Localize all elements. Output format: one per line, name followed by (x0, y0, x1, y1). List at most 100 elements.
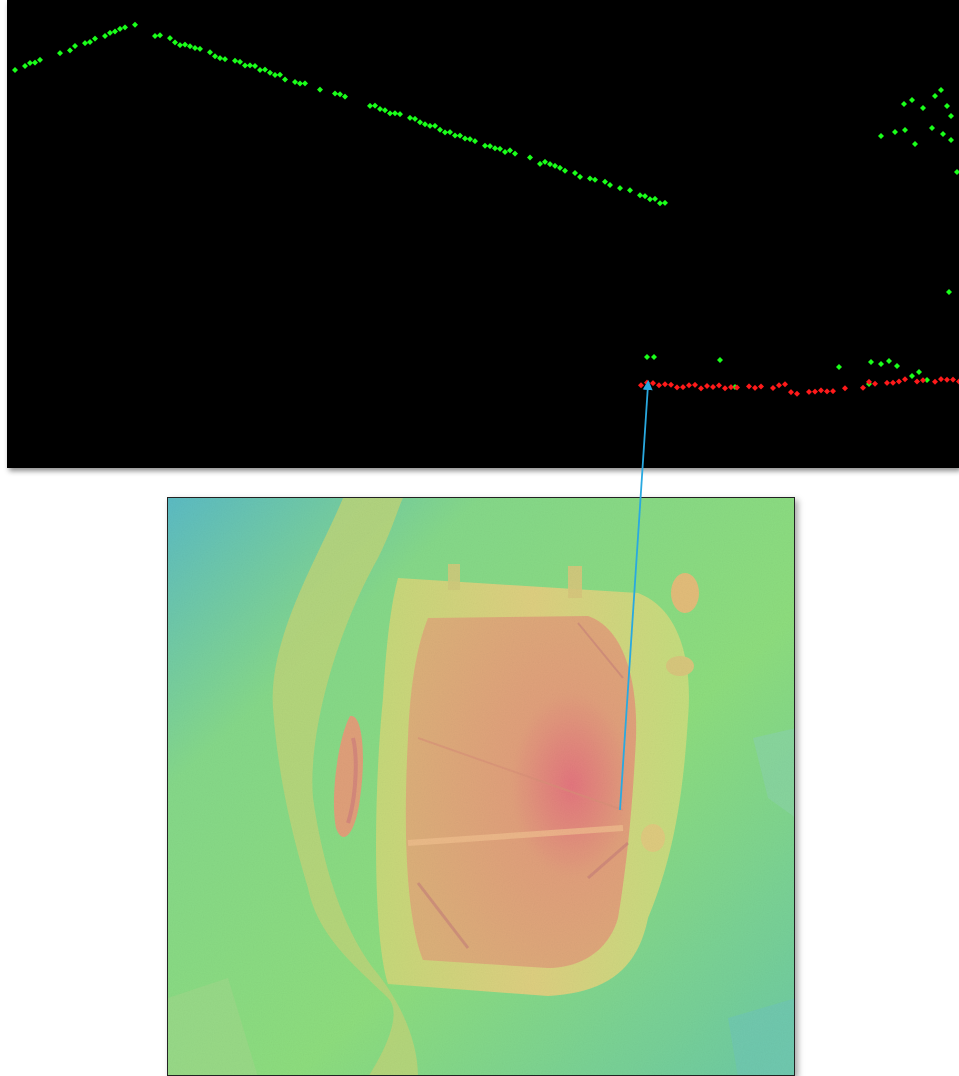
non-ground-point (392, 110, 398, 117)
ground-point (722, 385, 728, 392)
non-ground-point (627, 187, 633, 194)
non-ground-point (57, 50, 63, 57)
non-ground-point (27, 60, 33, 67)
ground-point (896, 378, 902, 385)
non-ground-point (868, 359, 874, 365)
ground-point (746, 383, 752, 390)
non-ground-point (644, 354, 650, 360)
non-ground-point (387, 110, 393, 117)
non-ground-point (901, 101, 907, 107)
non-ground-point (457, 132, 463, 139)
non-ground-point (102, 32, 108, 39)
non-ground-point (916, 369, 922, 375)
non-ground-point (177, 42, 183, 49)
non-ground-point (902, 127, 908, 133)
non-ground-point (924, 377, 930, 383)
non-ground-point (909, 373, 915, 379)
non-ground-point (432, 122, 438, 129)
non-ground-point (417, 119, 423, 126)
ground-point (824, 388, 830, 395)
non-ground-point (452, 132, 458, 139)
ground-point (704, 383, 710, 390)
ground-point (902, 376, 908, 383)
ground-point (842, 385, 848, 392)
non-ground-point (207, 49, 213, 56)
elevation-hillshade-map (168, 498, 794, 1075)
non-ground-point (22, 63, 28, 70)
non-ground-point (447, 129, 453, 136)
lidar-profile-panel (7, 0, 959, 468)
non-ground-point (527, 154, 533, 161)
ground-point (788, 389, 794, 396)
non-ground-point (257, 66, 263, 73)
non-ground-point (878, 133, 884, 139)
non-ground-point (920, 105, 926, 111)
ground-point (830, 388, 836, 395)
non-ground-point (502, 149, 508, 156)
ground-point (686, 382, 692, 389)
point-profile-plot (12, 21, 959, 397)
ground-point (656, 382, 662, 389)
non-ground-point (302, 80, 308, 87)
ground-point (944, 376, 950, 383)
non-ground-point (932, 93, 938, 99)
non-ground-point (422, 121, 428, 128)
ground-point (698, 385, 704, 392)
non-ground-point (467, 136, 473, 143)
ground-point (806, 388, 812, 395)
non-ground-point (886, 358, 892, 364)
ground-point (674, 384, 680, 391)
ground-point (884, 379, 890, 386)
non-ground-point (67, 47, 73, 54)
non-ground-point (657, 200, 663, 207)
non-ground-point (92, 35, 98, 42)
non-ground-point (607, 181, 613, 188)
non-ground-point (602, 178, 608, 185)
non-ground-point (442, 129, 448, 136)
non-ground-point (197, 45, 203, 52)
ground-point (692, 381, 698, 388)
elevation-map-panel (167, 497, 795, 1076)
non-ground-point (892, 129, 898, 135)
ground-point (650, 380, 656, 387)
non-ground-point (297, 80, 303, 87)
non-ground-point (377, 106, 383, 113)
non-ground-point (397, 111, 403, 118)
non-ground-point (152, 33, 158, 40)
ground-point (728, 384, 734, 391)
non-ground-point (112, 28, 118, 35)
non-ground-point (497, 145, 503, 152)
ground-point (872, 380, 878, 387)
ground-point (956, 378, 959, 385)
non-ground-point (237, 58, 243, 65)
non-ground-point (167, 35, 173, 42)
non-ground-point (37, 56, 43, 63)
non-ground-point (562, 167, 568, 174)
non-ground-point (217, 55, 223, 62)
non-ground-point (187, 43, 193, 50)
non-ground-point (462, 135, 468, 142)
non-ground-point (72, 43, 78, 50)
non-ground-point (172, 39, 178, 46)
ground-points (638, 376, 959, 397)
non-ground-point (132, 21, 138, 28)
non-ground-point (472, 138, 478, 145)
non-ground-point (332, 90, 338, 97)
non-ground-point (272, 71, 278, 78)
ground-point (716, 382, 722, 389)
non-ground-point (267, 69, 273, 76)
non-ground-point (87, 39, 93, 46)
non-ground-point (192, 45, 198, 52)
non-ground-point (482, 142, 488, 149)
non-ground-point (232, 57, 238, 64)
ground-point (734, 384, 740, 391)
ground-point (710, 384, 716, 391)
non-ground-point (157, 32, 163, 39)
non-ground-point (948, 113, 954, 119)
non-ground-point (492, 145, 498, 152)
non-ground-point (547, 161, 553, 168)
non-ground-point (277, 71, 283, 78)
non-ground-point (437, 126, 443, 133)
non-ground-point (512, 150, 518, 157)
non-ground-point (382, 107, 388, 114)
